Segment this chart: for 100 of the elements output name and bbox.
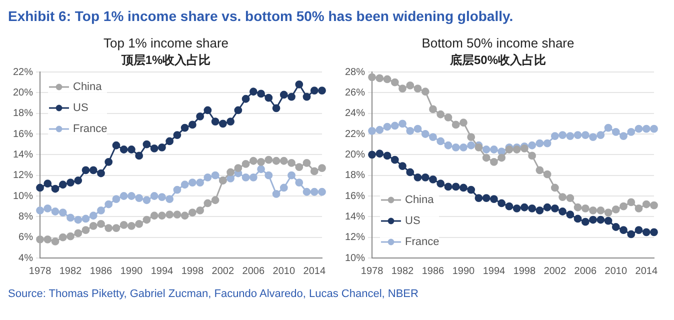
point (188, 208, 196, 216)
x-tick-label: 1990 (452, 266, 476, 277)
point (474, 194, 483, 202)
point (452, 143, 460, 152)
point (211, 171, 220, 180)
point (128, 192, 136, 200)
point (226, 118, 234, 126)
point (368, 150, 376, 159)
point (604, 124, 612, 132)
x-tick-label: 2002 (212, 266, 234, 277)
legend-label: US (73, 102, 88, 114)
point (550, 184, 559, 192)
point (82, 226, 90, 234)
point (180, 124, 189, 132)
point (196, 206, 204, 214)
point (574, 131, 582, 139)
point (318, 86, 326, 95)
point (112, 141, 120, 150)
y-tick-label: 14% (13, 149, 34, 160)
point (128, 146, 136, 154)
point (302, 158, 311, 167)
point (383, 152, 392, 160)
point (36, 184, 44, 192)
point (642, 124, 650, 133)
point (436, 110, 445, 118)
point (627, 230, 636, 238)
point (429, 133, 437, 142)
point (536, 139, 544, 148)
point (142, 196, 151, 204)
point (566, 132, 574, 140)
x-tick-label: 1982 (391, 266, 414, 277)
point (104, 158, 113, 166)
point (272, 156, 280, 165)
point (596, 131, 605, 139)
point (257, 158, 265, 166)
point (558, 208, 566, 216)
point (264, 94, 273, 102)
point (112, 224, 120, 232)
point (467, 133, 476, 142)
point (589, 206, 597, 214)
y-tick-label: 10% (345, 252, 366, 264)
point (604, 208, 612, 216)
point (288, 158, 296, 167)
point (398, 120, 406, 128)
point (558, 131, 566, 139)
point (158, 143, 166, 152)
point (398, 162, 406, 170)
point (295, 80, 304, 88)
x-tick-label: 2002 (544, 266, 566, 277)
point (620, 202, 628, 210)
legend-label: France (405, 236, 440, 248)
x-tick-label: 2014 (303, 266, 326, 277)
point (112, 195, 120, 204)
point (66, 178, 74, 187)
point (272, 104, 280, 112)
point (566, 210, 574, 219)
point (135, 194, 144, 202)
point (390, 78, 399, 86)
point (142, 140, 151, 148)
point (188, 120, 196, 129)
point (421, 173, 430, 182)
point (295, 163, 304, 172)
point (512, 146, 521, 154)
point (242, 160, 250, 168)
point (574, 214, 582, 223)
y-tick-label: 20% (345, 149, 366, 160)
point (97, 206, 105, 214)
point (429, 105, 437, 114)
point (376, 74, 384, 82)
x-tick-label: 1986 (422, 266, 445, 277)
point (36, 235, 44, 244)
point (627, 198, 636, 206)
point (634, 124, 643, 133)
point (398, 84, 406, 92)
point (249, 156, 258, 165)
point (482, 146, 490, 154)
point (505, 146, 514, 154)
point (498, 154, 506, 162)
y-tick-label: 28% (345, 66, 366, 78)
point (58, 233, 67, 242)
point (620, 226, 628, 234)
x-tick-label: 1994 (150, 266, 174, 277)
point (520, 203, 528, 212)
point (429, 176, 437, 184)
point (218, 120, 227, 128)
point (66, 232, 74, 240)
point (173, 210, 182, 219)
point (490, 146, 498, 154)
x-tick-label: 2010 (604, 266, 628, 277)
chart-title: Top 1% income share (103, 35, 229, 50)
point (173, 186, 182, 194)
point (543, 203, 552, 212)
y-tick-label: 8% (18, 211, 34, 222)
point (180, 180, 189, 189)
point (642, 228, 650, 236)
point (467, 186, 476, 194)
point (383, 75, 392, 84)
point (406, 168, 414, 176)
point (211, 118, 220, 126)
point (460, 184, 468, 192)
